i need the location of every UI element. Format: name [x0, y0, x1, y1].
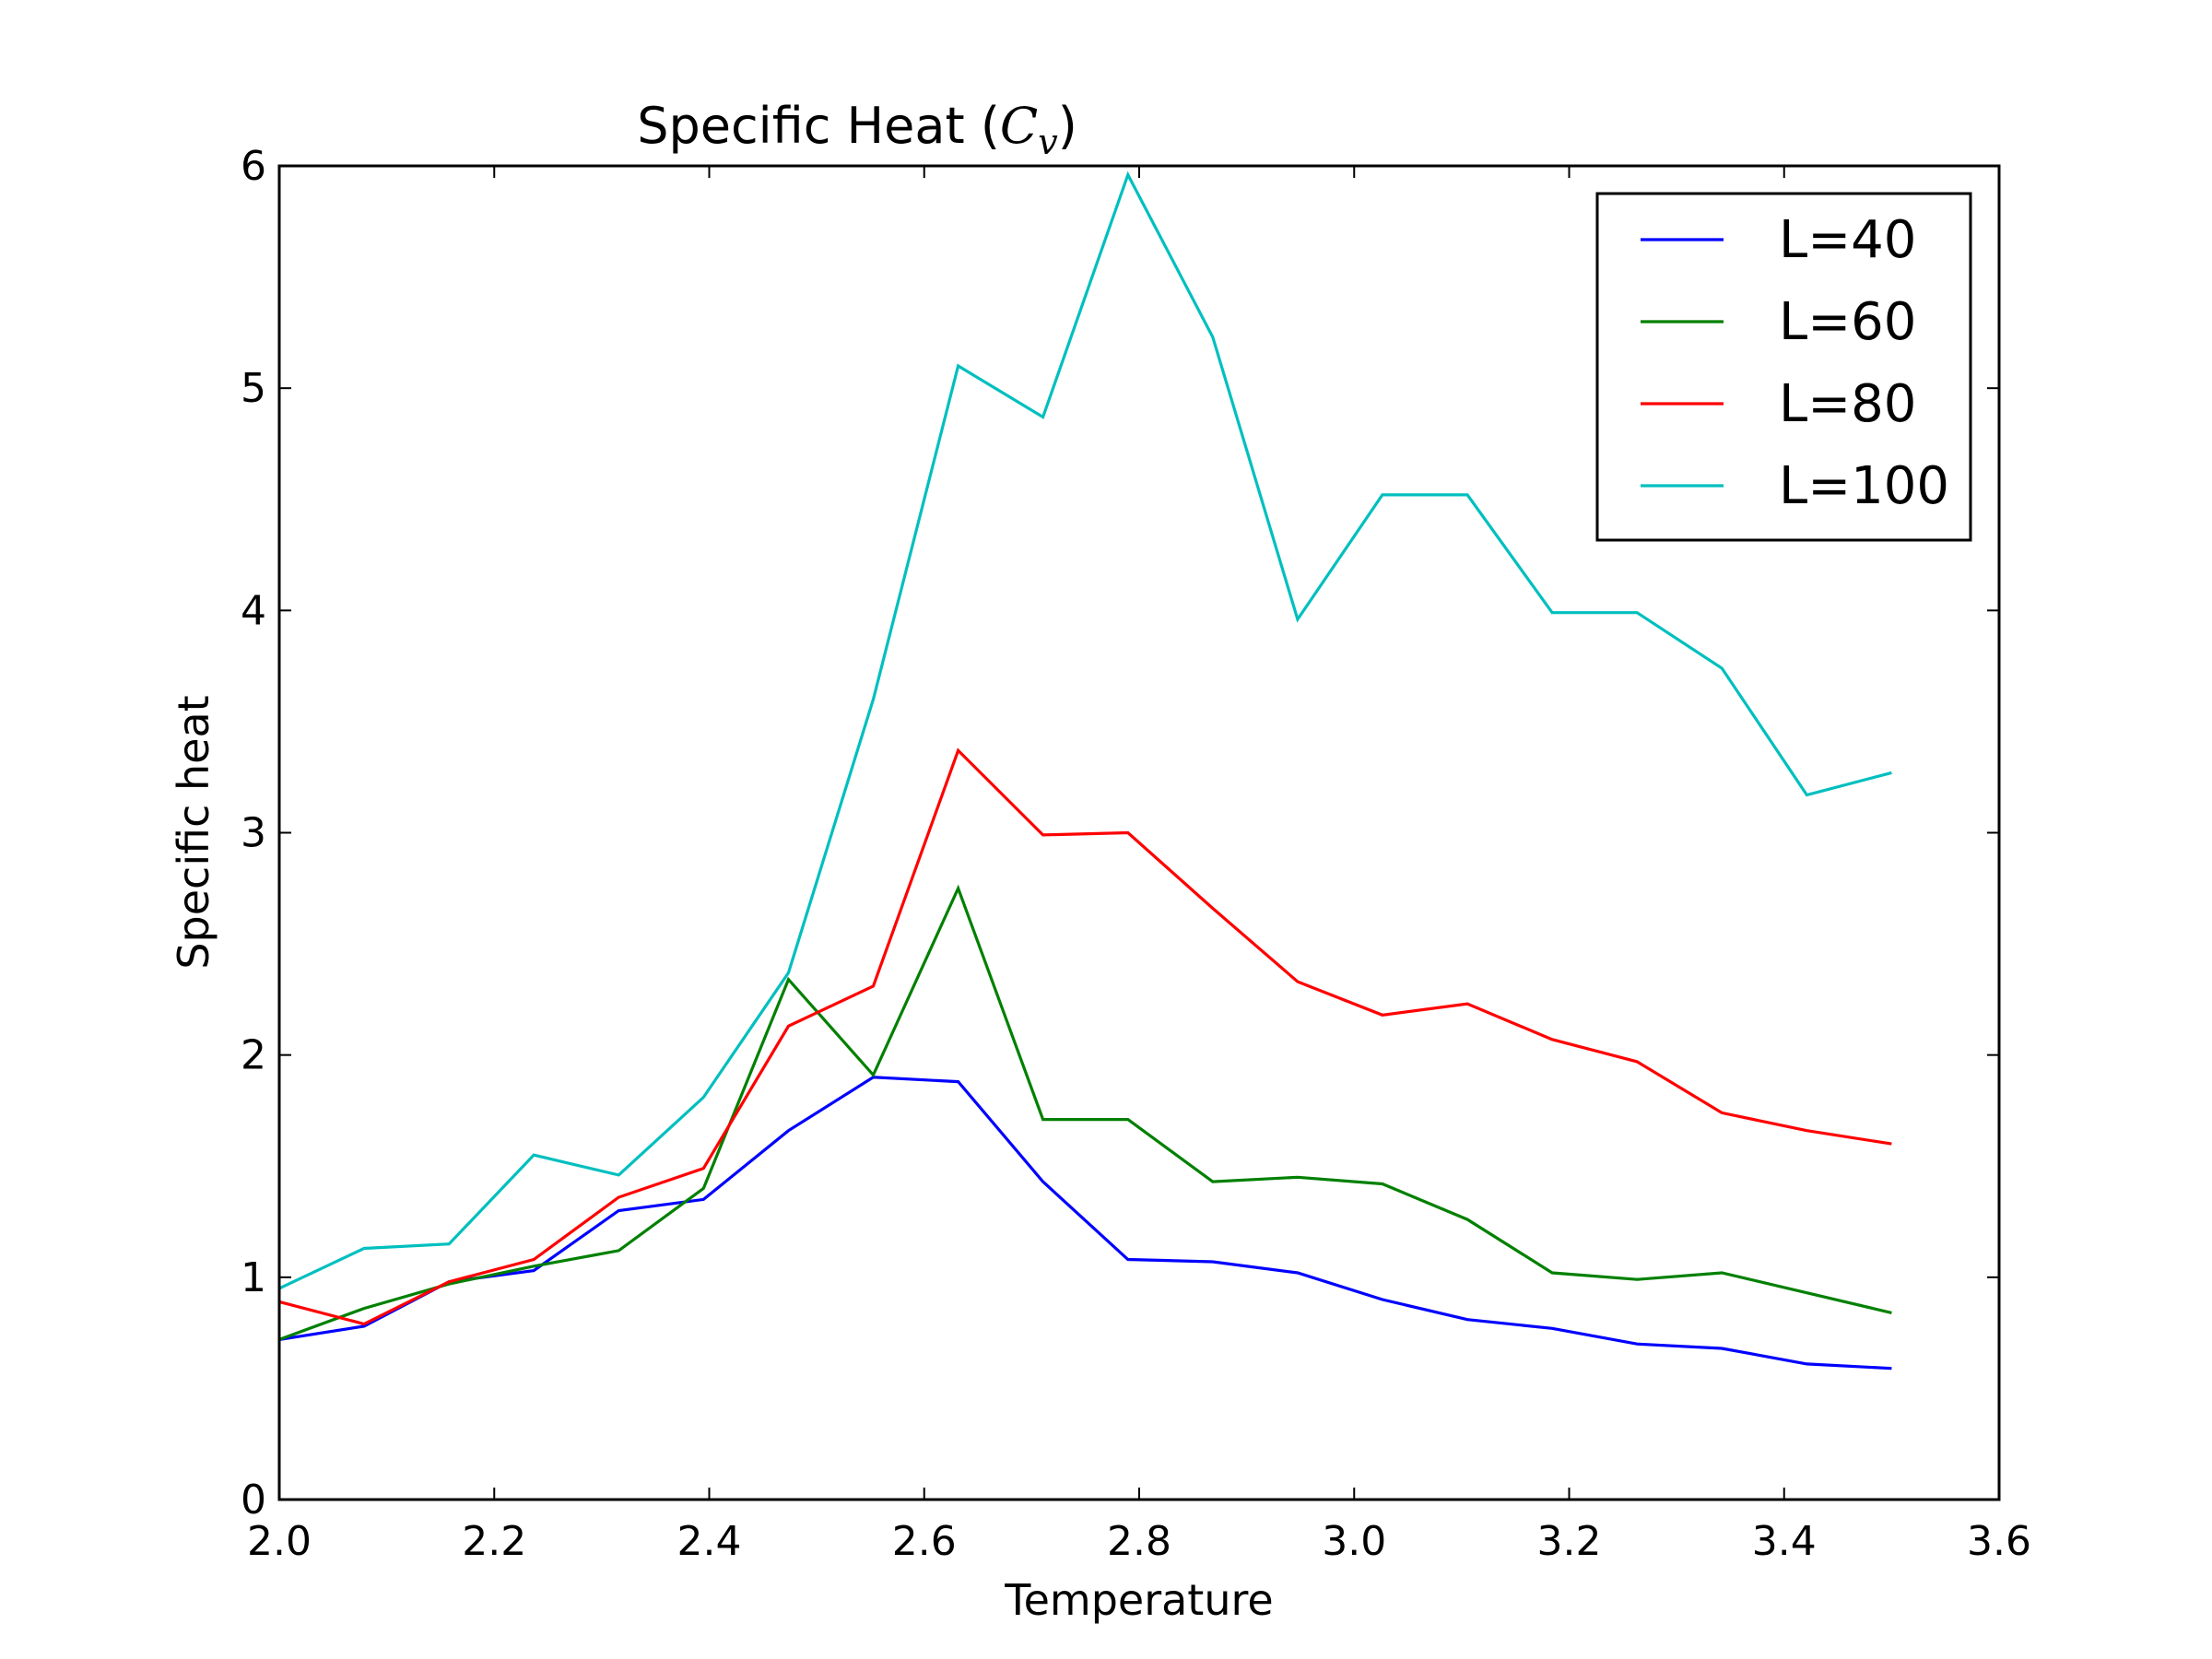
title-prefix: Specific Heat ( [637, 97, 1000, 155]
series-layer [278, 171, 1892, 1371]
y-tick-label: 2 [241, 1032, 266, 1079]
x-tick-label: 2.6 [892, 1518, 957, 1565]
x-axis-label: Temperature [1004, 1575, 1273, 1625]
legend: L=40 L=60 L=80 L=100 [1595, 192, 1972, 542]
series-line-l60 [278, 884, 1892, 1341]
x-tick-label: 3.4 [1752, 1518, 1817, 1565]
title-suffix: ) [1058, 97, 1077, 155]
legend-box [1595, 192, 1972, 542]
series-line-l40 [278, 1076, 1892, 1371]
x-tick-label: 2.8 [1107, 1518, 1171, 1565]
series-line-l100 [278, 171, 1892, 1290]
legend-label: L=100 [1779, 456, 1949, 516]
x-tick-label: 3.0 [1322, 1518, 1386, 1565]
y-tick-label: 0 [241, 1477, 266, 1524]
x-tick-label: 2.4 [677, 1518, 742, 1565]
x-tick-label: 2.2 [462, 1518, 526, 1565]
tick-layer: 2.0 2.2 2.4 2.6 2.8 3.0 3.2 3.4 3.6 0 1 2 3 4 5 6 [241, 143, 2031, 1565]
x-tick-label: 3.6 [1967, 1518, 2031, 1565]
legend-label: L=80 [1779, 374, 1916, 434]
legend-entries: L=40 L=60 L=80 L=100 [1641, 210, 1949, 516]
y-tick-label: 3 [241, 810, 266, 857]
chart-title: Specific Heat (Cv) [637, 97, 1077, 162]
y-tick-label: 1 [241, 1254, 266, 1301]
title-symbol: C [1000, 97, 1038, 155]
x-tick-label: 2.0 [247, 1518, 312, 1565]
x-tick-label: 3.2 [1537, 1518, 1602, 1565]
legend-label: L=40 [1779, 210, 1916, 270]
legend-label: L=60 [1779, 292, 1916, 352]
title-subscript: v [1038, 122, 1058, 162]
y-tick-label: 6 [241, 143, 266, 190]
y-axis-label: Specific heat [169, 695, 218, 969]
series-line-l80 [278, 747, 1892, 1326]
y-tick-label: 4 [241, 587, 266, 634]
y-tick-label: 5 [241, 365, 266, 412]
